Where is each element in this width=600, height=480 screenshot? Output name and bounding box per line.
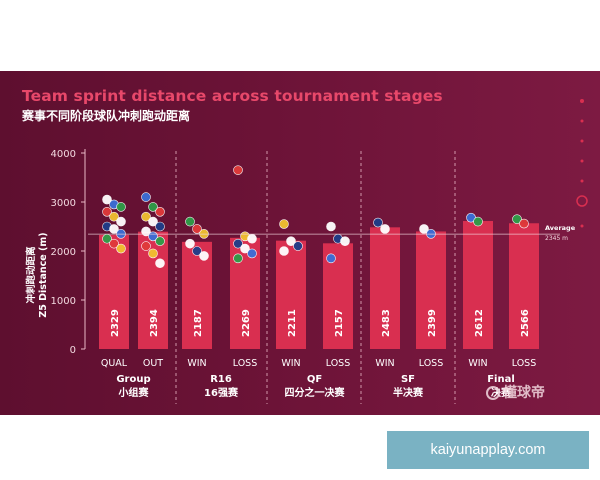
team-flag-marker: [199, 251, 209, 261]
team-flag-marker: [247, 233, 257, 244]
watermark-logo-icon: [486, 386, 500, 400]
team-flag-marker: [240, 243, 250, 254]
x-tick-label: OUT: [143, 358, 163, 369]
team-flag-marker: [192, 224, 202, 234]
y-tick-label: 4000: [51, 149, 76, 160]
chart-subtitle: 赛事不同阶段球队冲刺跑动距离: [22, 109, 191, 123]
bar-value-label: 2612: [474, 309, 485, 337]
team-flag-marker: [192, 246, 202, 256]
decorative-dots: [576, 99, 588, 228]
team-flag-marker: [326, 253, 336, 264]
bar-value-label: 2157: [334, 309, 345, 337]
bar-value-label: 2187: [193, 309, 204, 337]
team-flag-marker: [102, 194, 112, 205]
group-label: Group: [116, 374, 150, 385]
team-flag-marker: [141, 241, 151, 251]
team-flag-marker: [109, 238, 119, 249]
bar: [509, 223, 539, 349]
watermark-text: 懂球帝: [503, 385, 545, 401]
x-tick-label: WIN: [281, 358, 300, 369]
team-flag-marker: [155, 258, 165, 269]
site-badge-text: kaiyunapplay.com: [430, 442, 546, 458]
team-flag-marker: [233, 253, 243, 264]
x-tick-label: LOSS: [419, 358, 444, 369]
team-flag-marker: [109, 211, 119, 222]
team-flag-marker: [185, 216, 195, 227]
y-tick-label: 3000: [51, 198, 76, 209]
x-tick-label: WIN: [468, 358, 487, 369]
team-flag-marker: [326, 221, 336, 232]
bar-value-label: 2329: [110, 309, 121, 337]
bar-value-label: 2269: [241, 309, 252, 337]
team-flag-marker: [141, 226, 151, 237]
y-tick-label: 2000: [51, 247, 76, 258]
bar: [463, 221, 493, 349]
team-flag-marker: [148, 248, 158, 259]
team-flag-marker: [109, 224, 119, 234]
team-flag-marker: [279, 219, 289, 229]
chart-title: Team sprint distance across tournament s…: [22, 87, 443, 105]
group-label-zh: 16强赛: [204, 386, 239, 399]
team-flag-marker: [102, 207, 112, 217]
team-flag-marker: [148, 216, 158, 227]
team-flag-marker: [233, 165, 243, 175]
team-flag-marker: [116, 216, 126, 227]
team-flag-marker: [148, 202, 158, 212]
group-label-zh: 四分之一决赛: [285, 386, 346, 399]
team-flag-marker: [155, 236, 165, 246]
team-flag-marker: [380, 224, 390, 234]
team-flag-marker: [419, 224, 429, 234]
bar-value-label: 2483: [381, 309, 392, 337]
team-flag-marker: [141, 192, 151, 202]
x-tick-label: LOSS: [233, 358, 258, 369]
watermark: 懂球帝: [486, 382, 545, 402]
team-flag-marker: [116, 202, 126, 212]
x-tick-label: LOSS: [512, 358, 537, 369]
group-label-zh: 半决赛: [393, 386, 424, 399]
bar-value-label: 2399: [427, 309, 438, 337]
bar: [276, 240, 306, 349]
site-badge[interactable]: kaiyunapplay.com: [387, 431, 589, 469]
average-label: Average: [545, 224, 576, 232]
team-flag-marker: [519, 218, 529, 229]
x-tick-label: QUAL: [101, 358, 128, 369]
team-flag-marker: [373, 217, 383, 228]
x-tick-label: LOSS: [326, 358, 351, 369]
group-label: SF: [401, 374, 415, 385]
group-label: Final: [487, 374, 515, 385]
y-tick-label: 0: [70, 345, 76, 356]
group-label: R16: [210, 374, 232, 385]
group-label: QF: [307, 374, 322, 385]
team-flag-marker: [473, 216, 483, 227]
team-flag-marker: [279, 246, 289, 256]
team-flag-marker: [185, 238, 195, 249]
team-flag-marker: [286, 236, 296, 246]
team-flag-marker: [247, 248, 257, 259]
group-label-zh: 小组赛: [118, 386, 150, 399]
team-flag-marker: [293, 241, 303, 251]
bar: [370, 227, 400, 349]
x-tick-label: WIN: [375, 358, 394, 369]
team-flag-marker: [512, 214, 522, 224]
team-flag-marker: [155, 207, 165, 217]
bar-value-label: 2211: [287, 309, 298, 337]
chart-panel: Team sprint distance across tournament s…: [0, 71, 600, 415]
bar: [99, 234, 129, 349]
average-value-label: 2345 m: [545, 235, 568, 242]
y-tick-label: 1000: [51, 296, 76, 307]
team-flag-marker: [155, 221, 165, 232]
x-tick-label: WIN: [187, 358, 206, 369]
bar-chart: 0 1000 2000 3000 4000 2329 QUAL 2394 OUT 2187 WIN 2…: [51, 149, 576, 404]
bar: [416, 231, 446, 349]
bar: [182, 241, 212, 349]
team-flag-marker: [233, 238, 243, 249]
team-flag-marker: [141, 211, 151, 222]
team-flag-marker: [340, 236, 350, 246]
bar-value-label: 2566: [520, 309, 531, 337]
team-flag-marker: [116, 243, 126, 254]
bar-value-label: 2394: [149, 309, 160, 337]
